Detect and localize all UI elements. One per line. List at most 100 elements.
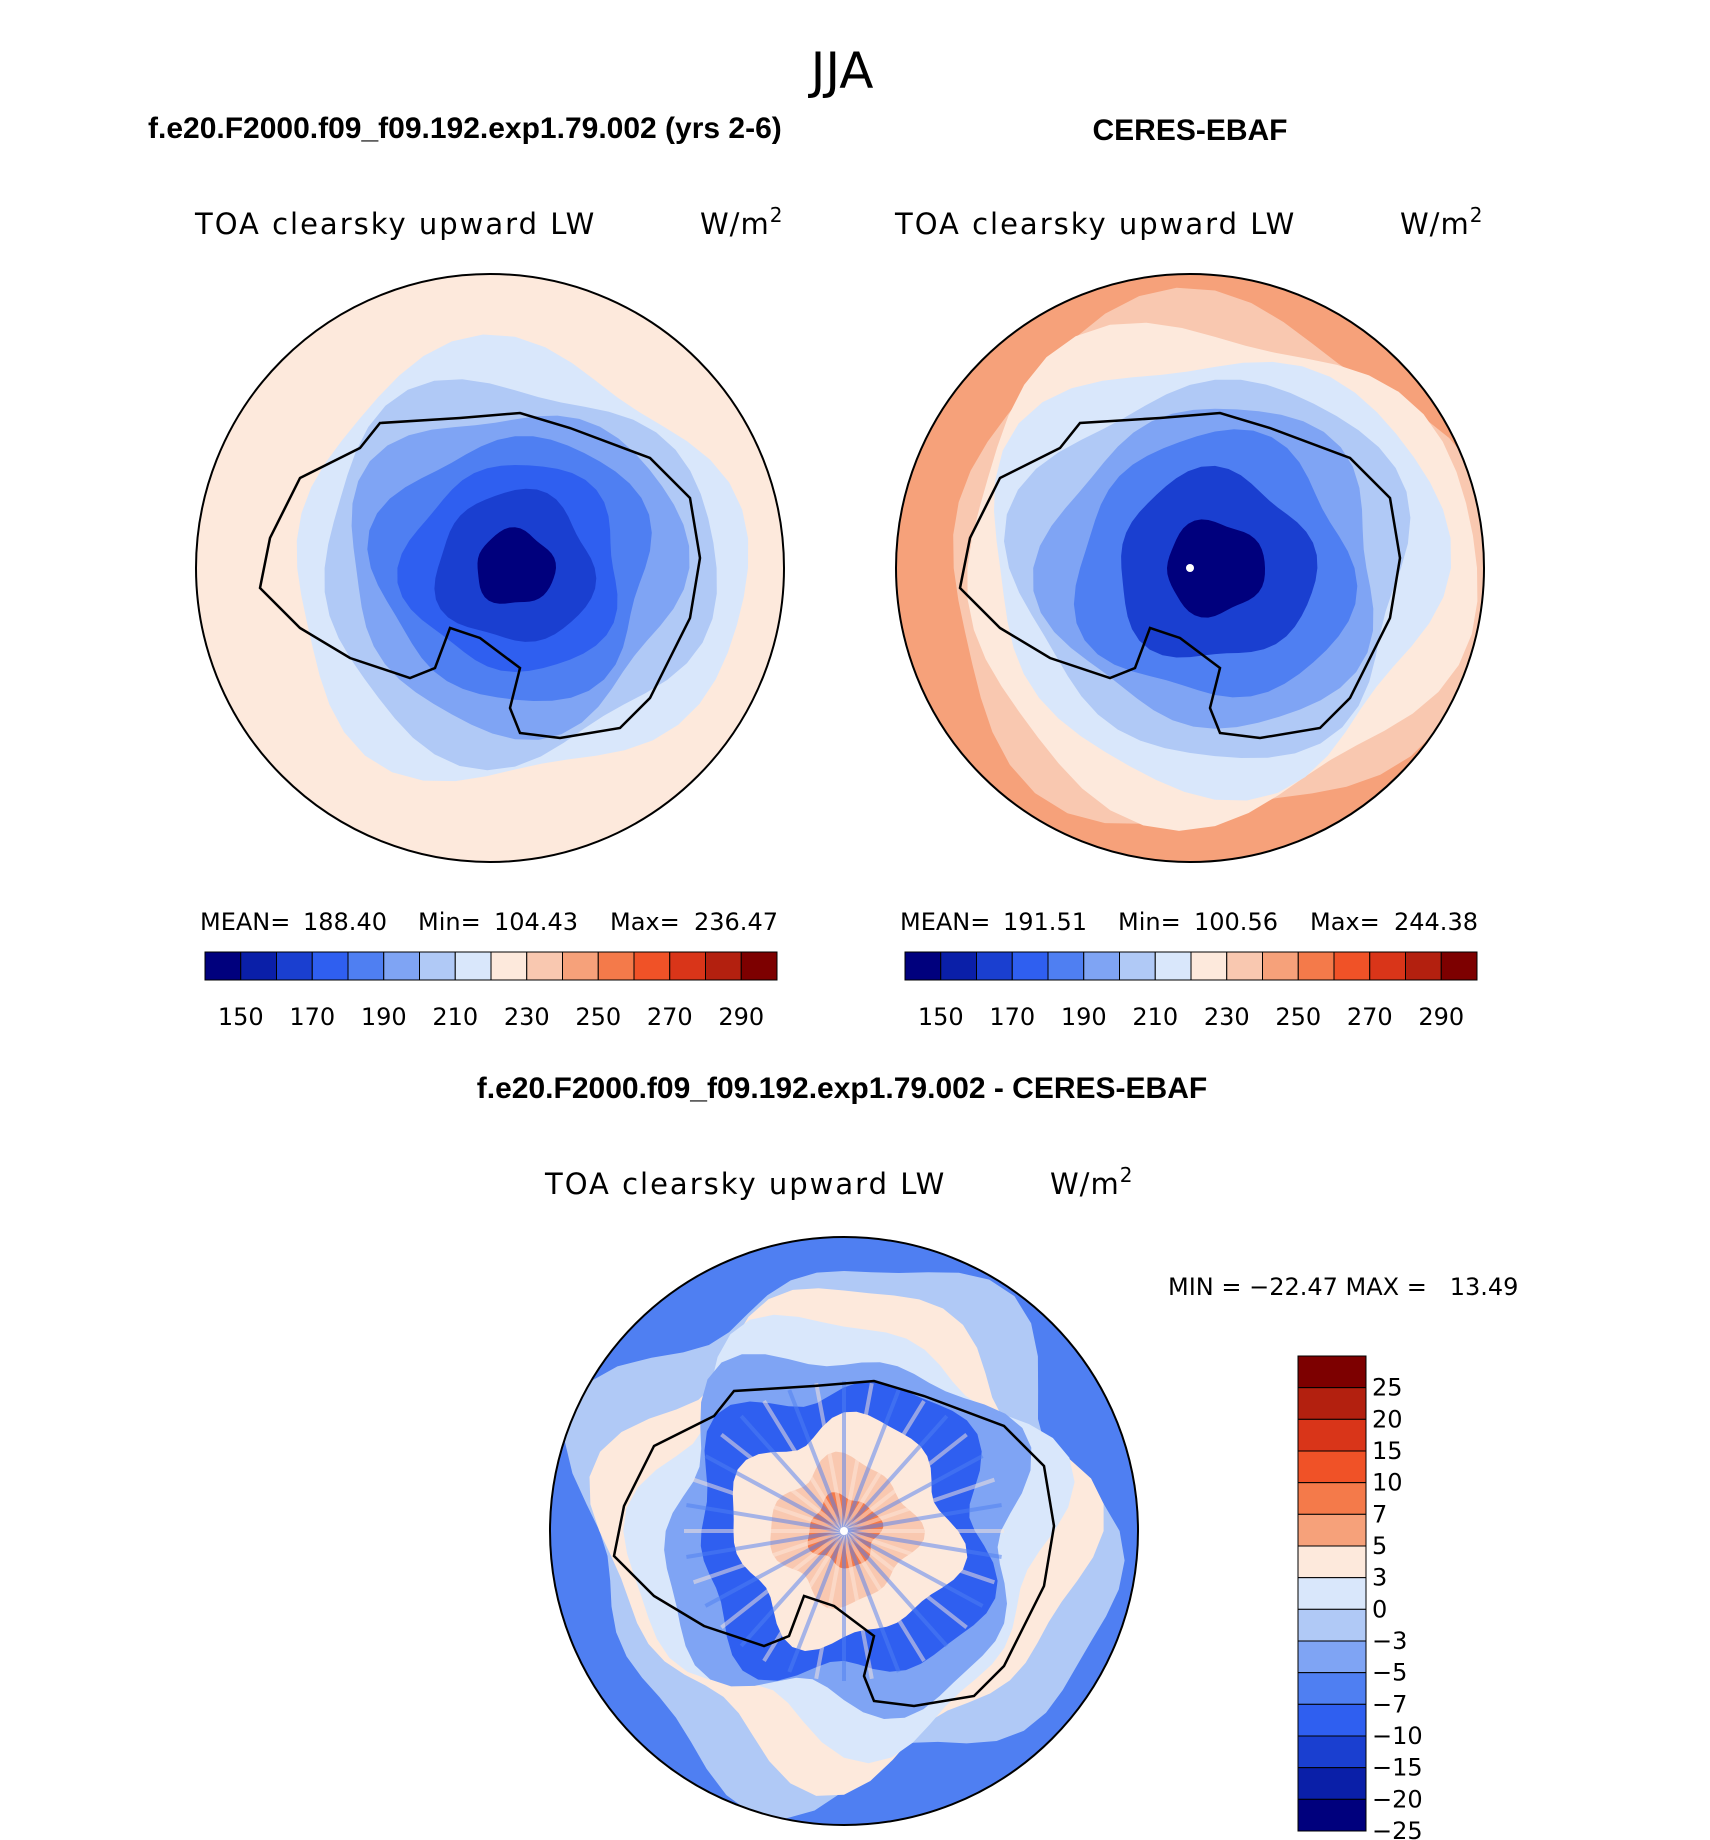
panel-model-colorbar-swatch-2 xyxy=(276,951,313,981)
panel-model-variable: TOA clearsky upward LW xyxy=(194,207,596,241)
panel-obs-colorbar-swatch-13 xyxy=(1369,951,1406,981)
panel-model-title: f.e20.F2000.f09_f09.192.exp1.79.002 (yrs… xyxy=(148,112,782,145)
panel-obs-colorbar-swatch-14 xyxy=(1405,951,1442,981)
panel-obs-colorbar-tick-7: 290 xyxy=(1418,1003,1464,1031)
panel-diff-streak-5 xyxy=(842,1529,949,1648)
panel-diff-stats: MIN = −22.47 MAX = 13.49 xyxy=(1168,1273,1518,1301)
panel-diff-streak-32 xyxy=(842,1433,968,1533)
panel-obs-map xyxy=(896,274,1484,862)
panel-diff-colorbar-tick-1: 20 xyxy=(1372,1405,1403,1433)
panel-diff-streak-21 xyxy=(704,1454,845,1533)
panel-model-colorbar-tick-1: 170 xyxy=(289,1003,335,1031)
panel-model-colorbar-swatch-14 xyxy=(705,951,742,981)
panel-model-max-value: 236.47 xyxy=(694,908,778,936)
panel-obs-stats: MEAN= 191.51 Min= 100.56 Max= 244.38 xyxy=(900,908,1478,936)
panel-obs-colorbar-swatch-0 xyxy=(904,951,942,981)
panel-diff-colorbar-tick-14: −25 xyxy=(1372,1817,1423,1840)
panel-diff-map xyxy=(550,1237,1138,1825)
panel-diff-variable: TOA clearsky upward LW xyxy=(544,1167,946,1201)
panel-diff-streak-23 xyxy=(739,1414,846,1533)
panel-diff-streak-3 xyxy=(843,1529,984,1608)
panel-diff-colorbar-tick-6: 3 xyxy=(1372,1564,1387,1592)
panel-obs-colorbar-tick-5: 250 xyxy=(1275,1003,1321,1031)
panel-diff-colorbar-swatch-3 xyxy=(1297,1450,1367,1484)
panel-obs-mean-label: MEAN= xyxy=(900,908,990,936)
panel-model-min-value: 104.43 xyxy=(494,908,578,936)
panel-diff-streak-17 xyxy=(686,1529,845,1559)
panel-diff-colorbar-swatch-10 xyxy=(1297,1672,1367,1705)
panel-obs-min-value: 100.56 xyxy=(1194,908,1278,936)
panel-obs-colorbar-tick-0: 150 xyxy=(918,1003,964,1031)
panel-diff-streak-19 xyxy=(686,1503,845,1533)
panel-diff-colorbar-swatch-4 xyxy=(1297,1482,1367,1515)
panel-model-units: W/m2 xyxy=(700,203,783,241)
panel-diff-colorbar-tick-13: −20 xyxy=(1372,1785,1423,1813)
panel-obs: CERES-EBAF TOA clearsky upward LW W/m2 M… xyxy=(894,114,1485,1031)
panel-model-colorbar-swatch-1 xyxy=(240,951,277,981)
panel-diff-colorbar-swatch-13 xyxy=(1297,1767,1367,1800)
panel-model-map-border xyxy=(195,273,785,863)
panel-obs-colorbar-swatch-4 xyxy=(1047,951,1085,981)
panel-model-colorbar-tick-6: 270 xyxy=(647,1003,693,1031)
panel-diff-colorbar-swatch-7 xyxy=(1297,1577,1367,1610)
panel-obs-variable: TOA clearsky upward LW xyxy=(894,207,1296,241)
panel-diff-colorbar-swatch-6 xyxy=(1297,1545,1367,1579)
panel-diff-colorbar-swatch-9 xyxy=(1297,1640,1367,1674)
panel-obs-colorbar-swatch-6 xyxy=(1119,951,1156,981)
panel-model-mean-label: MEAN= xyxy=(200,908,290,936)
panel-model-colorbar-tick-5: 250 xyxy=(575,1003,621,1031)
panel-model-colorbar-swatch-3 xyxy=(311,951,349,981)
panel-diff-streak-26 xyxy=(814,1382,846,1532)
panel-obs-colorbar-swatch-2 xyxy=(976,951,1013,981)
panel-diff-colorbar-swatch-11 xyxy=(1297,1703,1367,1737)
panel-diff-colorbar-swatch-0 xyxy=(1297,1355,1367,1389)
panel-obs-colorbar-swatch-1 xyxy=(940,951,977,981)
panel-model-stats: MEAN= 188.40 Min= 104.43 Max= 236.47 xyxy=(200,908,778,936)
panel-model-colorbar-tick-3: 210 xyxy=(432,1003,478,1031)
panel-diff-colorbar-swatch-2 xyxy=(1297,1418,1367,1452)
panel-diff-streak-6 xyxy=(842,1529,926,1662)
panel-diff-pole-marker xyxy=(840,1527,848,1535)
panel-obs-mean-value: 191.51 xyxy=(1003,908,1087,936)
panel-obs-colorbar-swatch-3 xyxy=(1011,951,1049,981)
panel-diff-streak-22 xyxy=(720,1433,846,1533)
panel-obs-colorbar-tick-6: 270 xyxy=(1347,1003,1393,1031)
panel-obs-map-contour-125 xyxy=(1167,519,1265,618)
panel-diff-colorbar-tick-11: −10 xyxy=(1372,1722,1423,1750)
panel-model-map-contour-120 xyxy=(477,527,556,604)
panel-model-colorbar: 150 170 190 210 230 250 270 290 xyxy=(204,951,778,1031)
panel-model-colorbar-swatch-9 xyxy=(526,951,563,981)
panel-model-colorbar-swatch-13 xyxy=(669,951,706,981)
panel-diff-streak-4 xyxy=(842,1529,968,1629)
panel-obs-colorbar: 150 170 190 210 230 250 270 290 xyxy=(904,951,1478,1031)
panel-obs-colorbar-tick-4: 230 xyxy=(1204,1003,1250,1031)
panel-diff-colorbar-tick-2: 15 xyxy=(1372,1437,1403,1465)
panel-model-colorbar-tick-4: 230 xyxy=(504,1003,550,1031)
panel-diff: f.e20.F2000.f09_f09.192.exp1.79.002 - CE… xyxy=(477,1072,1519,1840)
panel-diff-colorbar-swatch-14 xyxy=(1297,1798,1367,1832)
panel-diff-units: W/m2 xyxy=(1050,1163,1133,1201)
panel-model-colorbar-swatch-10 xyxy=(562,951,599,981)
panel-obs-units: W/m2 xyxy=(1400,203,1483,241)
panel-diff-colorbar-tick-8: −3 xyxy=(1372,1627,1407,1655)
panel-diff-streak-7 xyxy=(842,1530,901,1673)
panel-obs-colorbar-swatch-10 xyxy=(1262,951,1299,981)
panel-model-colorbar-tick-2: 190 xyxy=(361,1003,407,1031)
panel-diff-colorbar-tick-9: −5 xyxy=(1372,1659,1407,1687)
panel-diff-streak-33 xyxy=(843,1454,984,1533)
panel-obs-colorbar-swatch-7 xyxy=(1154,951,1192,981)
panel-obs-max-value: 244.38 xyxy=(1394,908,1478,936)
panel-obs-colorbar-swatch-12 xyxy=(1333,951,1371,981)
panel-diff-colorbar-swatch-12 xyxy=(1297,1735,1367,1769)
panel-obs-min-label: Min= xyxy=(1118,908,1181,936)
panel-obs-pole-marker xyxy=(1186,564,1194,572)
panel-model-colorbar-swatch-15 xyxy=(740,951,778,981)
panel-model-colorbar-swatch-12 xyxy=(633,951,671,981)
panel-obs-colorbar-swatch-9 xyxy=(1226,951,1263,981)
panel-obs-title: CERES-EBAF xyxy=(1092,114,1287,147)
panel-obs-colorbar-swatch-15 xyxy=(1440,951,1478,981)
panel-diff-colorbar-tick-0: 25 xyxy=(1372,1374,1403,1402)
panel-diff-streak-15 xyxy=(704,1529,845,1608)
panel-diff-map-border xyxy=(549,1236,1139,1826)
